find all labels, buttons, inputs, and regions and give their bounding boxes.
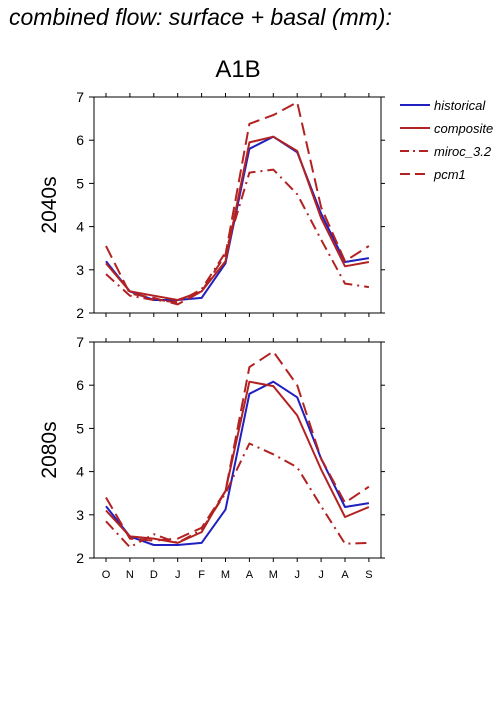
x-tick-label: F: [198, 569, 205, 581]
series-line-miroc-3-2: [105, 168, 370, 304]
page-title: combined flow: surface + basal (mm):: [9, 4, 392, 30]
y-tick-label: 3: [76, 507, 84, 523]
legend-item: miroc_3.2: [400, 144, 492, 159]
y-tick-label: 5: [76, 420, 84, 436]
panel-label: 2040s: [38, 176, 61, 233]
series-line-historical: [105, 135, 370, 301]
series-line-miroc-3-2: [105, 442, 369, 549]
x-tick-label: O: [102, 569, 111, 581]
y-tick-label: 6: [76, 377, 84, 393]
legend-item: historical: [400, 98, 486, 113]
legend-label: miroc_3.2: [434, 144, 492, 159]
series-line-pcm1: [105, 350, 370, 542]
series-line-pcm1: [105, 101, 370, 306]
y-tick-label: 2: [76, 305, 84, 321]
series-line-composite: [105, 380, 370, 544]
y-tick-label: 6: [76, 132, 84, 148]
chart-panel-2040s: 2 3 4 5 6 7 2040s: [38, 89, 385, 321]
x-tick-label: M: [221, 569, 230, 581]
series-line-composite: [105, 135, 370, 301]
x-tick-label: D: [150, 569, 158, 581]
legend-label: composite: [434, 121, 493, 136]
y-tick-label: 2: [76, 550, 84, 566]
y-tick-label: 5: [76, 175, 84, 191]
panel-label: 2080s: [38, 421, 61, 478]
legend: historical composite miroc_3.2 pcm1: [400, 98, 493, 182]
x-tick-label: M: [269, 569, 278, 581]
x-tick-label: A: [341, 569, 349, 581]
x-tick-label: J: [294, 569, 300, 581]
x-tick-label: J: [318, 569, 324, 581]
legend-label: historical: [434, 98, 486, 113]
y-tick-label: 7: [76, 334, 84, 350]
y-tick-label: 3: [76, 262, 84, 278]
chart-panel-2080s: 2 3 4 5 6 7 O N D J F M A M J J A S 2080s: [38, 334, 385, 581]
y-tick-label: 4: [76, 219, 84, 235]
x-tick-label: A: [246, 569, 254, 581]
legend-label: pcm1: [433, 167, 466, 182]
x-tick-label: J: [175, 569, 181, 581]
plot-frame: [93, 96, 382, 314]
x-tick-label: S: [365, 569, 372, 581]
plot-frame: [93, 341, 382, 559]
y-tick-label: 7: [76, 89, 84, 105]
x-tick-label: N: [126, 569, 134, 581]
legend-item: pcm1: [400, 167, 466, 182]
scenario-title: A1B: [215, 56, 261, 83]
y-tick-label: 4: [76, 464, 84, 480]
legend-item: composite: [400, 121, 493, 136]
